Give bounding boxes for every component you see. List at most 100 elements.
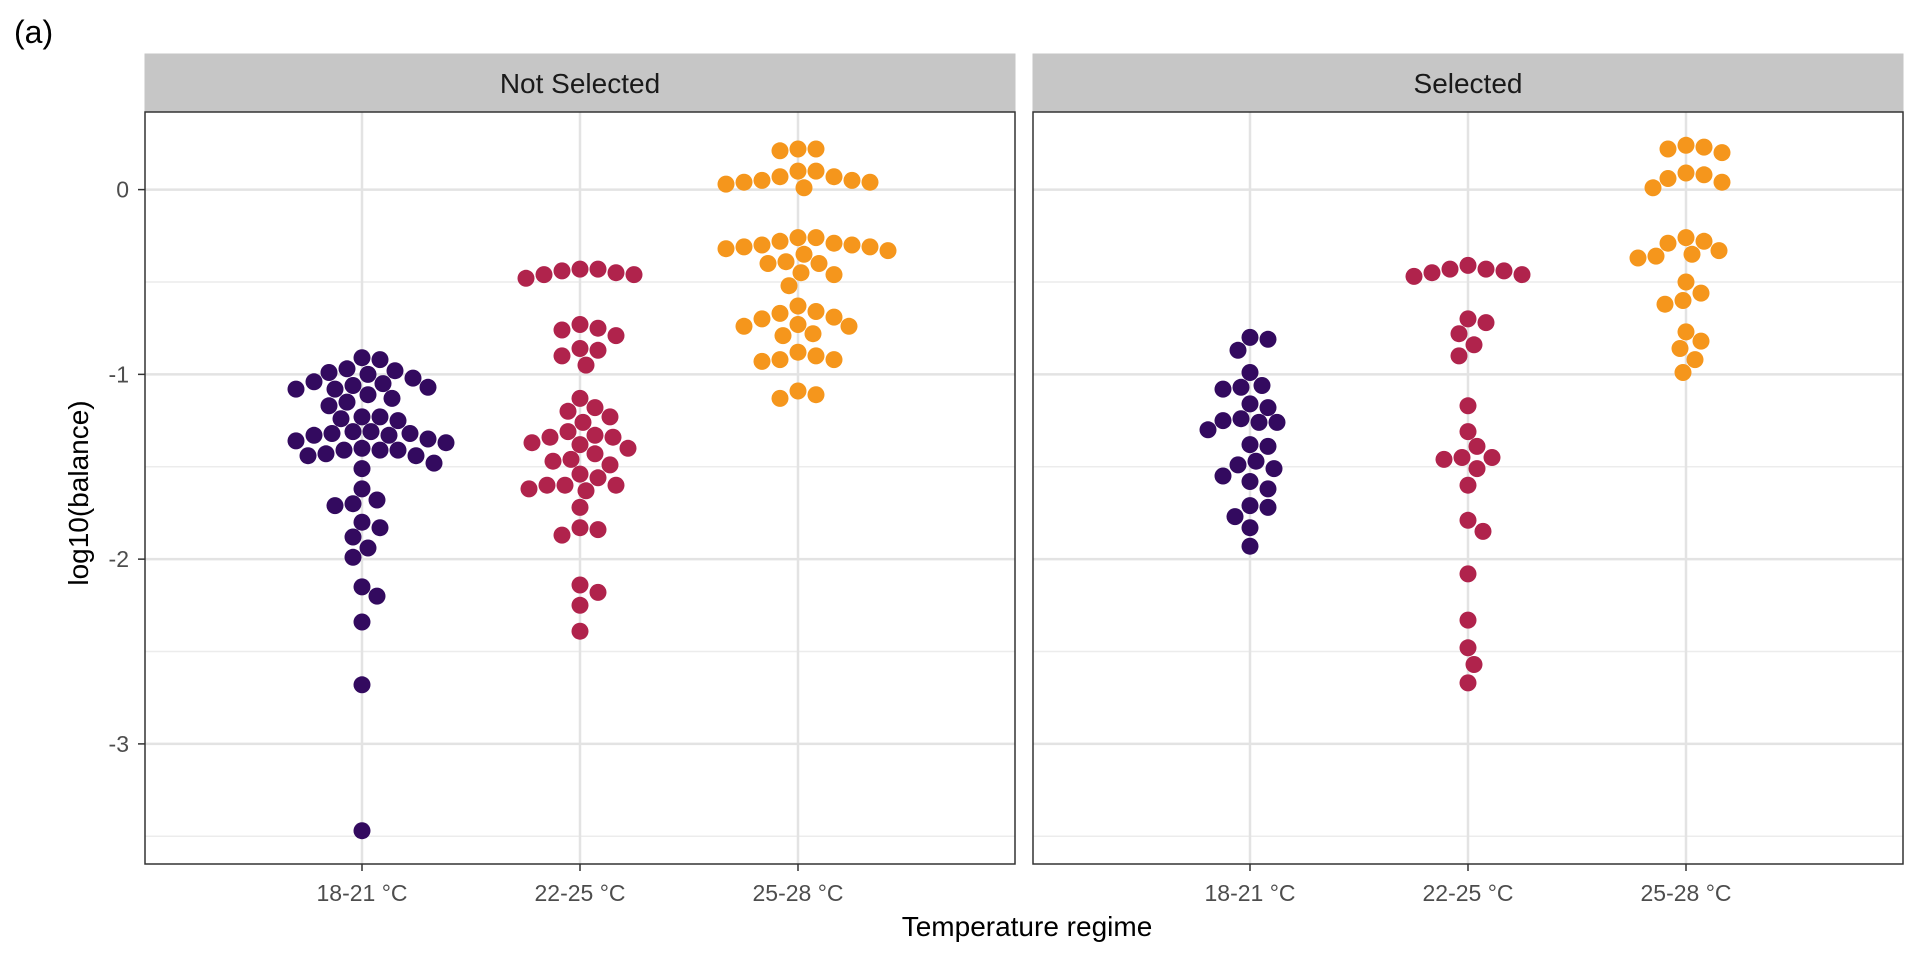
data-point	[807, 140, 825, 158]
data-point	[1241, 497, 1259, 515]
data-point	[1232, 410, 1250, 428]
data-point	[362, 423, 380, 441]
data-point	[1253, 377, 1271, 394]
data-point	[843, 236, 861, 254]
data-point	[517, 269, 535, 287]
data-point	[789, 343, 807, 361]
data-point	[338, 393, 356, 411]
data-point	[1677, 273, 1695, 291]
data-point	[353, 349, 371, 367]
data-point	[571, 340, 589, 357]
data-point	[1695, 138, 1713, 156]
data-point	[538, 476, 556, 494]
data-point	[344, 495, 362, 513]
data-point	[353, 578, 371, 596]
data-point	[789, 162, 807, 180]
data-point	[789, 140, 807, 158]
data-point	[571, 389, 589, 407]
data-point	[1677, 323, 1695, 341]
y-axis-label: log10(balance)	[63, 400, 94, 585]
data-point	[1259, 399, 1277, 417]
data-point	[753, 352, 771, 370]
data-point	[571, 576, 589, 594]
data-point	[589, 583, 607, 601]
data-point	[1265, 460, 1283, 478]
data-point	[326, 497, 344, 515]
data-point	[419, 430, 437, 448]
facet-title: Selected	[1414, 68, 1523, 99]
data-point	[353, 460, 371, 478]
data-point	[607, 264, 625, 282]
data-point	[368, 491, 386, 509]
data-point	[1674, 292, 1692, 309]
data-point	[571, 519, 589, 537]
data-point	[419, 378, 437, 396]
data-point	[586, 445, 604, 463]
data-point	[792, 264, 810, 282]
facet-strip	[144, 53, 1016, 113]
data-point	[386, 362, 404, 380]
data-point	[577, 482, 595, 500]
data-point	[619, 439, 637, 457]
data-point	[323, 425, 341, 442]
data-point	[305, 426, 323, 444]
data-point	[577, 356, 595, 374]
data-point	[320, 397, 338, 415]
data-point	[607, 476, 625, 494]
data-point	[1671, 340, 1689, 357]
data-point	[1468, 460, 1486, 478]
data-point	[795, 245, 813, 263]
data-point	[1435, 450, 1453, 468]
data-point	[571, 596, 589, 614]
data-point	[571, 436, 589, 454]
data-point	[541, 428, 559, 446]
data-point	[559, 402, 577, 420]
data-point	[1214, 412, 1232, 430]
data-point	[807, 229, 825, 247]
data-point	[807, 386, 825, 404]
data-point	[1483, 449, 1501, 466]
data-point	[1232, 378, 1250, 396]
data-point	[1692, 332, 1710, 350]
data-point	[1656, 295, 1674, 313]
data-point	[586, 399, 604, 417]
data-point	[353, 613, 371, 631]
data-point	[407, 447, 425, 465]
data-point	[879, 242, 897, 260]
data-point	[780, 277, 798, 295]
data-point	[553, 347, 571, 365]
data-point	[1459, 639, 1477, 657]
data-point	[344, 528, 362, 546]
data-point	[1268, 413, 1286, 431]
data-point	[1259, 498, 1277, 516]
data-point	[1423, 264, 1441, 282]
data-point	[556, 476, 574, 494]
data-point	[553, 526, 571, 544]
data-point	[759, 255, 777, 272]
data-point	[1477, 314, 1495, 332]
data-point	[1241, 364, 1259, 381]
data-point	[553, 321, 571, 339]
data-point	[807, 347, 825, 365]
data-point	[1477, 260, 1495, 278]
data-point	[320, 364, 338, 381]
data-point	[771, 232, 789, 250]
data-point	[380, 426, 398, 444]
data-point	[1465, 336, 1483, 354]
data-point	[607, 327, 625, 345]
data-point	[1683, 245, 1701, 263]
data-point	[789, 297, 807, 315]
data-point	[1450, 347, 1468, 365]
data-point	[571, 622, 589, 640]
data-point	[1695, 232, 1713, 250]
data-point	[604, 428, 622, 446]
data-point	[771, 304, 789, 322]
data-point	[1647, 247, 1665, 265]
data-point	[735, 238, 753, 256]
data-point	[1241, 436, 1259, 454]
data-point	[1677, 136, 1695, 154]
data-point	[287, 432, 305, 450]
data-point	[1441, 260, 1459, 278]
data-point	[1459, 256, 1477, 274]
data-point	[1695, 166, 1713, 184]
